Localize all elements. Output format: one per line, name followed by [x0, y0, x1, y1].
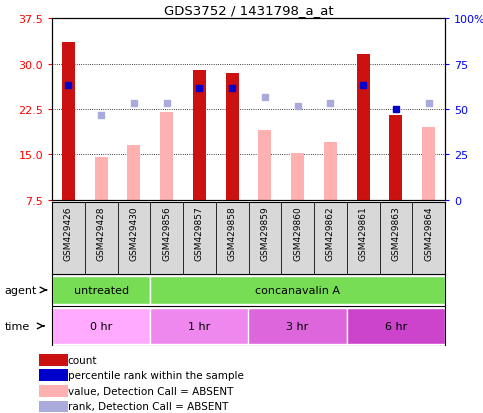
Bar — [226, 74, 239, 200]
Bar — [324, 143, 337, 200]
Bar — [39, 354, 68, 366]
Text: untreated: untreated — [73, 285, 128, 295]
Bar — [216, 202, 248, 274]
Bar — [150, 308, 248, 344]
Bar — [248, 202, 281, 274]
Bar — [356, 55, 369, 200]
Bar — [62, 43, 75, 200]
Text: GSM429861: GSM429861 — [358, 206, 368, 261]
Text: count: count — [68, 355, 97, 365]
Bar — [117, 202, 150, 274]
Text: GSM429426: GSM429426 — [64, 206, 73, 261]
Bar — [95, 158, 108, 200]
Text: GSM429859: GSM429859 — [260, 206, 270, 261]
Text: GSM429430: GSM429430 — [129, 206, 138, 261]
Bar — [314, 202, 347, 274]
Bar — [52, 202, 85, 274]
Bar — [39, 370, 68, 381]
Text: GSM429860: GSM429860 — [293, 206, 302, 261]
Bar — [193, 71, 206, 200]
Bar — [291, 153, 304, 200]
Bar — [52, 306, 445, 346]
Text: GSM429863: GSM429863 — [391, 206, 400, 261]
Text: GSM429857: GSM429857 — [195, 206, 204, 261]
Text: 0 hr: 0 hr — [90, 321, 112, 331]
Text: GSM429858: GSM429858 — [227, 206, 237, 261]
Text: GSM429864: GSM429864 — [424, 206, 433, 261]
Bar — [52, 274, 445, 306]
Bar — [389, 116, 402, 200]
Bar — [128, 146, 141, 200]
Text: 1 hr: 1 hr — [188, 321, 211, 331]
Bar — [347, 202, 380, 274]
Bar — [248, 308, 347, 344]
Text: percentile rank within the sample: percentile rank within the sample — [68, 370, 243, 380]
Bar — [258, 131, 271, 200]
Bar — [422, 128, 435, 200]
Bar — [150, 202, 183, 274]
Text: value, Detection Call = ABSENT: value, Detection Call = ABSENT — [68, 386, 233, 396]
Bar — [380, 202, 412, 274]
Text: 6 hr: 6 hr — [385, 321, 407, 331]
Bar — [281, 202, 314, 274]
Bar — [160, 113, 173, 200]
Text: GSM429428: GSM429428 — [97, 206, 106, 261]
Text: 3 hr: 3 hr — [286, 321, 309, 331]
Bar — [39, 385, 68, 397]
Text: GSM429862: GSM429862 — [326, 206, 335, 261]
Title: GDS3752 / 1431798_a_at: GDS3752 / 1431798_a_at — [164, 4, 333, 17]
Bar — [347, 308, 445, 344]
Bar — [183, 202, 216, 274]
Bar — [150, 276, 445, 305]
Text: agent: agent — [5, 285, 37, 295]
Text: rank, Detection Call = ABSENT: rank, Detection Call = ABSENT — [68, 401, 228, 411]
Text: concanavalin A: concanavalin A — [255, 285, 340, 295]
Bar — [52, 276, 150, 305]
Text: time: time — [5, 321, 30, 331]
Text: GSM429856: GSM429856 — [162, 206, 171, 261]
Bar — [52, 308, 150, 344]
Bar — [412, 202, 445, 274]
Bar — [85, 202, 117, 274]
Bar — [39, 401, 68, 412]
